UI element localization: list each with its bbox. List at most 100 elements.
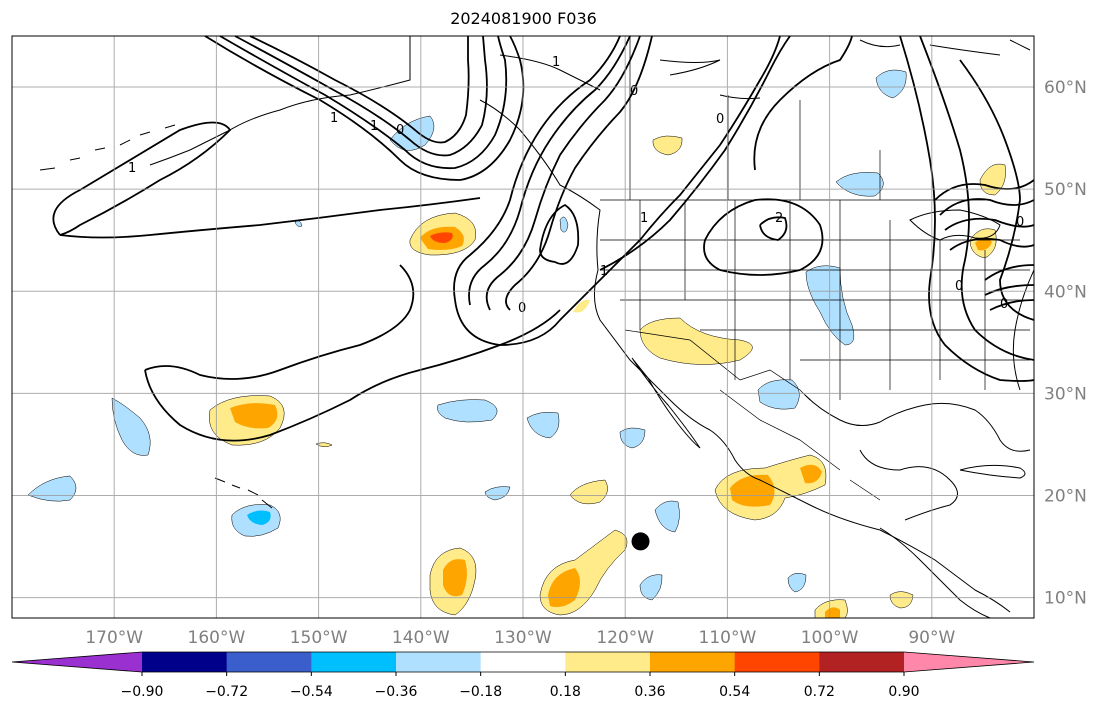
colorbar-label: 0.90 (888, 684, 919, 700)
island-hawaii (214, 477, 273, 509)
positive-region (975, 238, 992, 251)
longitude-tick-label: 170°W (85, 628, 143, 648)
contour-line (219, 35, 508, 170)
latitude-tick-label: 40°N (1044, 282, 1087, 302)
coastline-yucatan (859, 449, 958, 521)
contour-line (539, 203, 580, 265)
contour-line (204, 35, 525, 181)
contour-line (944, 217, 1035, 231)
negative-region (787, 572, 807, 593)
contour-line (59, 197, 481, 239)
gridlines (12, 36, 1034, 618)
colorbar-segment (819, 652, 905, 672)
coastline-west (479, 99, 1011, 613)
contour-line (144, 264, 415, 380)
negative-region (526, 411, 560, 439)
positive-region (800, 464, 822, 484)
contour-label: 0 (716, 112, 724, 127)
contour-line (52, 121, 232, 236)
contour-label: 1 (600, 264, 608, 279)
negative-region (639, 574, 663, 601)
colorbar-label: 0.72 (804, 684, 835, 700)
contour-label: 1 (552, 55, 560, 70)
positive-region (825, 607, 840, 618)
coastline-baja (631, 357, 701, 449)
map-title: 2024081900 F036 (450, 9, 597, 28)
longitude-tick-label: 90°W (908, 628, 955, 648)
contour-line (899, 35, 1035, 382)
colorbar-segment (142, 652, 228, 672)
contour-line (234, 35, 488, 157)
aleutian-islands (39, 124, 176, 171)
positive-region (430, 232, 453, 243)
location-marker (631, 532, 650, 551)
coastline-central-america (879, 527, 991, 619)
positive-region (230, 403, 278, 429)
colorbar-label: 0.54 (719, 684, 750, 700)
longitude-tick-label: 130°W (494, 628, 552, 648)
colorbar-label: 0.18 (550, 684, 581, 700)
latitude-tick-label: 50°N (1044, 180, 1087, 200)
contour-line (759, 216, 788, 241)
contour-line (703, 198, 824, 276)
contour-line (984, 264, 1035, 281)
contour-line (934, 179, 1035, 201)
colorbar-segment (734, 652, 820, 672)
colorbar-extend-low (12, 652, 142, 672)
contour-line (919, 35, 1035, 361)
contour-label: 2 (775, 211, 783, 226)
contour-label: 0 (396, 123, 404, 138)
colorbar-segment (650, 652, 736, 672)
political-borders (600, 36, 1030, 501)
positive-region (652, 135, 683, 156)
contour-label: 1 (370, 119, 378, 134)
colorbar-label: −0.90 (121, 684, 164, 700)
colorbar-label: −0.36 (375, 684, 418, 700)
longitude-tick-label: 160°W (188, 628, 246, 648)
positive-region (315, 442, 333, 447)
contour-label: 1 (330, 111, 338, 126)
us-mexico-border (624, 329, 811, 401)
canada-provinces (629, 36, 881, 200)
positive-region (569, 479, 608, 505)
coastline-canada (659, 39, 1031, 100)
longitude-tick-label: 100°W (801, 628, 859, 648)
latitude-tick-label: 10°N (1044, 589, 1087, 609)
contour-label: 0 (518, 301, 526, 316)
longitude-labels: 170°W 160°W 150°W 140°W 130°W 120°W 110°W 100°W… (85, 628, 955, 648)
colorbar-segment (396, 652, 482, 672)
colorbar-extend-high (904, 652, 1034, 672)
contour-line (939, 198, 1035, 216)
negative-region (559, 216, 569, 233)
map-frame (11, 35, 1035, 619)
contour-line (753, 35, 853, 171)
colorbar-segment (480, 652, 566, 672)
positive-region (889, 591, 914, 609)
map-area: 1 1 1 0 1 2 1 1 0 0 0 0 0 0 (11, 35, 1035, 619)
latitude-tick-label: 20°N (1044, 486, 1087, 506)
contour-label: 1 (128, 161, 136, 176)
negative-region (619, 427, 646, 449)
colorbar: −0.90 −0.72 −0.54 −0.36 −0.18 0.18 0.36 0.54 0.7… (11, 651, 1035, 700)
contour-label: 0 (1016, 215, 1024, 230)
contour-line (599, 35, 791, 271)
negative-region (437, 399, 498, 423)
mexico-states (719, 389, 881, 501)
positive-region (443, 559, 467, 597)
contour-label: 1 (640, 211, 648, 226)
positive-region (573, 299, 590, 313)
latitude-tick-label: 60°N (1044, 78, 1087, 98)
contour-line (989, 299, 1035, 311)
positive-region (730, 474, 775, 507)
colorbar-segment (226, 652, 312, 672)
colorbar-label: −0.72 (205, 684, 248, 700)
positive-region (979, 163, 1006, 196)
contour-labels: 1 1 1 0 1 2 1 1 0 0 0 0 0 0 (128, 55, 1024, 316)
contour-line (454, 35, 781, 346)
negative-region (111, 397, 151, 456)
contour-line (505, 35, 653, 311)
latitude-tick-label: 30°N (1044, 384, 1087, 404)
colorbar-label: −0.18 (459, 684, 502, 700)
longitude-tick-label: 110°W (699, 628, 757, 648)
